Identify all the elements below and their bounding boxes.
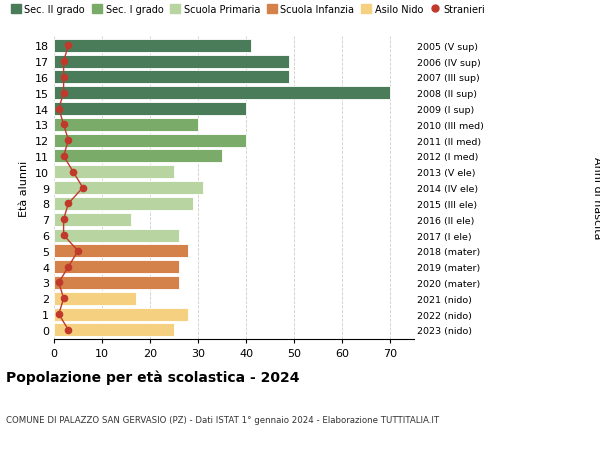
Bar	[54, 134, 246, 147]
Bar	[54, 292, 136, 305]
Bar	[54, 71, 289, 84]
Bar	[54, 150, 222, 163]
Bar	[54, 245, 188, 258]
Bar	[54, 276, 179, 289]
Bar	[54, 56, 289, 68]
Y-axis label: Età alunni: Età alunni	[19, 160, 29, 216]
Bar	[54, 87, 390, 100]
Bar	[54, 40, 251, 53]
Text: Popolazione per età scolastica - 2024: Popolazione per età scolastica - 2024	[6, 369, 299, 384]
Bar	[54, 229, 179, 242]
Text: Anni di nascita: Anni di nascita	[592, 156, 600, 239]
Bar	[54, 324, 174, 336]
Bar	[54, 261, 179, 274]
Bar	[54, 182, 203, 195]
Bar	[54, 197, 193, 210]
Bar	[54, 213, 131, 226]
Text: COMUNE DI PALAZZO SAN GERVASIO (PZ) - Dati ISTAT 1° gennaio 2024 - Elaborazione : COMUNE DI PALAZZO SAN GERVASIO (PZ) - Da…	[6, 415, 439, 425]
Bar	[54, 118, 198, 132]
Legend: Sec. II grado, Sec. I grado, Scuola Primaria, Scuola Infanzia, Asilo Nido, Stran: Sec. II grado, Sec. I grado, Scuola Prim…	[11, 5, 485, 15]
Bar	[54, 166, 174, 179]
Bar	[54, 103, 246, 116]
Bar	[54, 308, 188, 321]
